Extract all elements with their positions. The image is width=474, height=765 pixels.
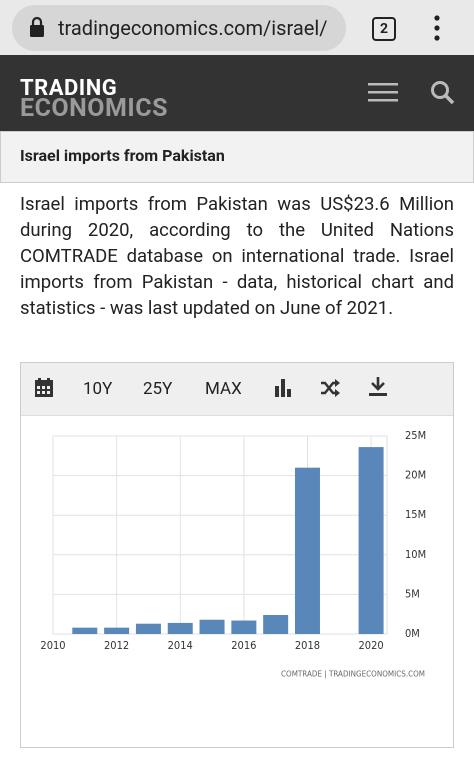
bar: [294, 467, 320, 634]
y-tick-label: 20M: [405, 469, 426, 482]
description: Israel imports from Pakistan was US$23.6…: [20, 193, 454, 319]
y-tick-label: 15M: [405, 508, 426, 521]
bar: [263, 614, 289, 634]
chart-box: [20, 362, 454, 748]
x-tick-label: 2016: [231, 639, 256, 652]
bar: [135, 623, 161, 634]
search-icon[interactable]: [430, 80, 456, 106]
bar: [72, 627, 98, 634]
x-tick-label: 2020: [359, 639, 384, 652]
y-tick-label: 0M: [405, 627, 420, 640]
bar: [199, 619, 225, 634]
bar: [167, 622, 193, 634]
y-tick-label: 25M: [405, 429, 426, 442]
bar: [104, 627, 130, 634]
chart-toolbar: [21, 363, 453, 416]
menu-icon[interactable]: [428, 14, 446, 42]
shuffle-icon[interactable]: [320, 379, 340, 397]
y-tick-label: 5M: [405, 587, 420, 600]
range-button[interactable]: 10Y: [83, 379, 113, 399]
x-tick-label: 2012: [104, 639, 129, 652]
lock-icon: [30, 16, 44, 37]
chart: 0M 5M 10M 15M 20M 25M 2010 2012 2014 2016 2018 2020…: [40, 429, 426, 679]
tab-count[interactable]: 2: [372, 17, 396, 41]
bar: [231, 620, 257, 634]
chart-type-icon[interactable]: [275, 379, 293, 397]
source-note: COMTRADE | TRADINGECONOMICS.COM: [281, 670, 425, 679]
calendar-icon[interactable]: [35, 378, 53, 397]
title-bar: [0, 131, 474, 183]
range-button[interactable]: MAX: [205, 379, 242, 399]
y-tick-label: 10M: [405, 548, 426, 561]
logo-bottom[interactable]: ECONOMICS: [20, 94, 168, 123]
logo-top[interactable]: TRADING: [20, 76, 118, 101]
bar: [358, 447, 384, 634]
range-button[interactable]: 25Y: [143, 379, 173, 399]
x-tick-label: 2010: [40, 639, 65, 652]
plot-border: [52, 435, 388, 635]
page-title: Israel imports from Pakistan: [20, 146, 225, 165]
url-field[interactable]: [12, 5, 346, 51]
url-text[interactable]: tradingeconomics.com/israel/: [58, 16, 328, 40]
download-icon[interactable]: [369, 377, 387, 397]
x-tick-label: 2014: [168, 639, 193, 652]
hamburger-icon[interactable]: [368, 82, 398, 104]
x-tick-label: 2018: [295, 639, 320, 652]
